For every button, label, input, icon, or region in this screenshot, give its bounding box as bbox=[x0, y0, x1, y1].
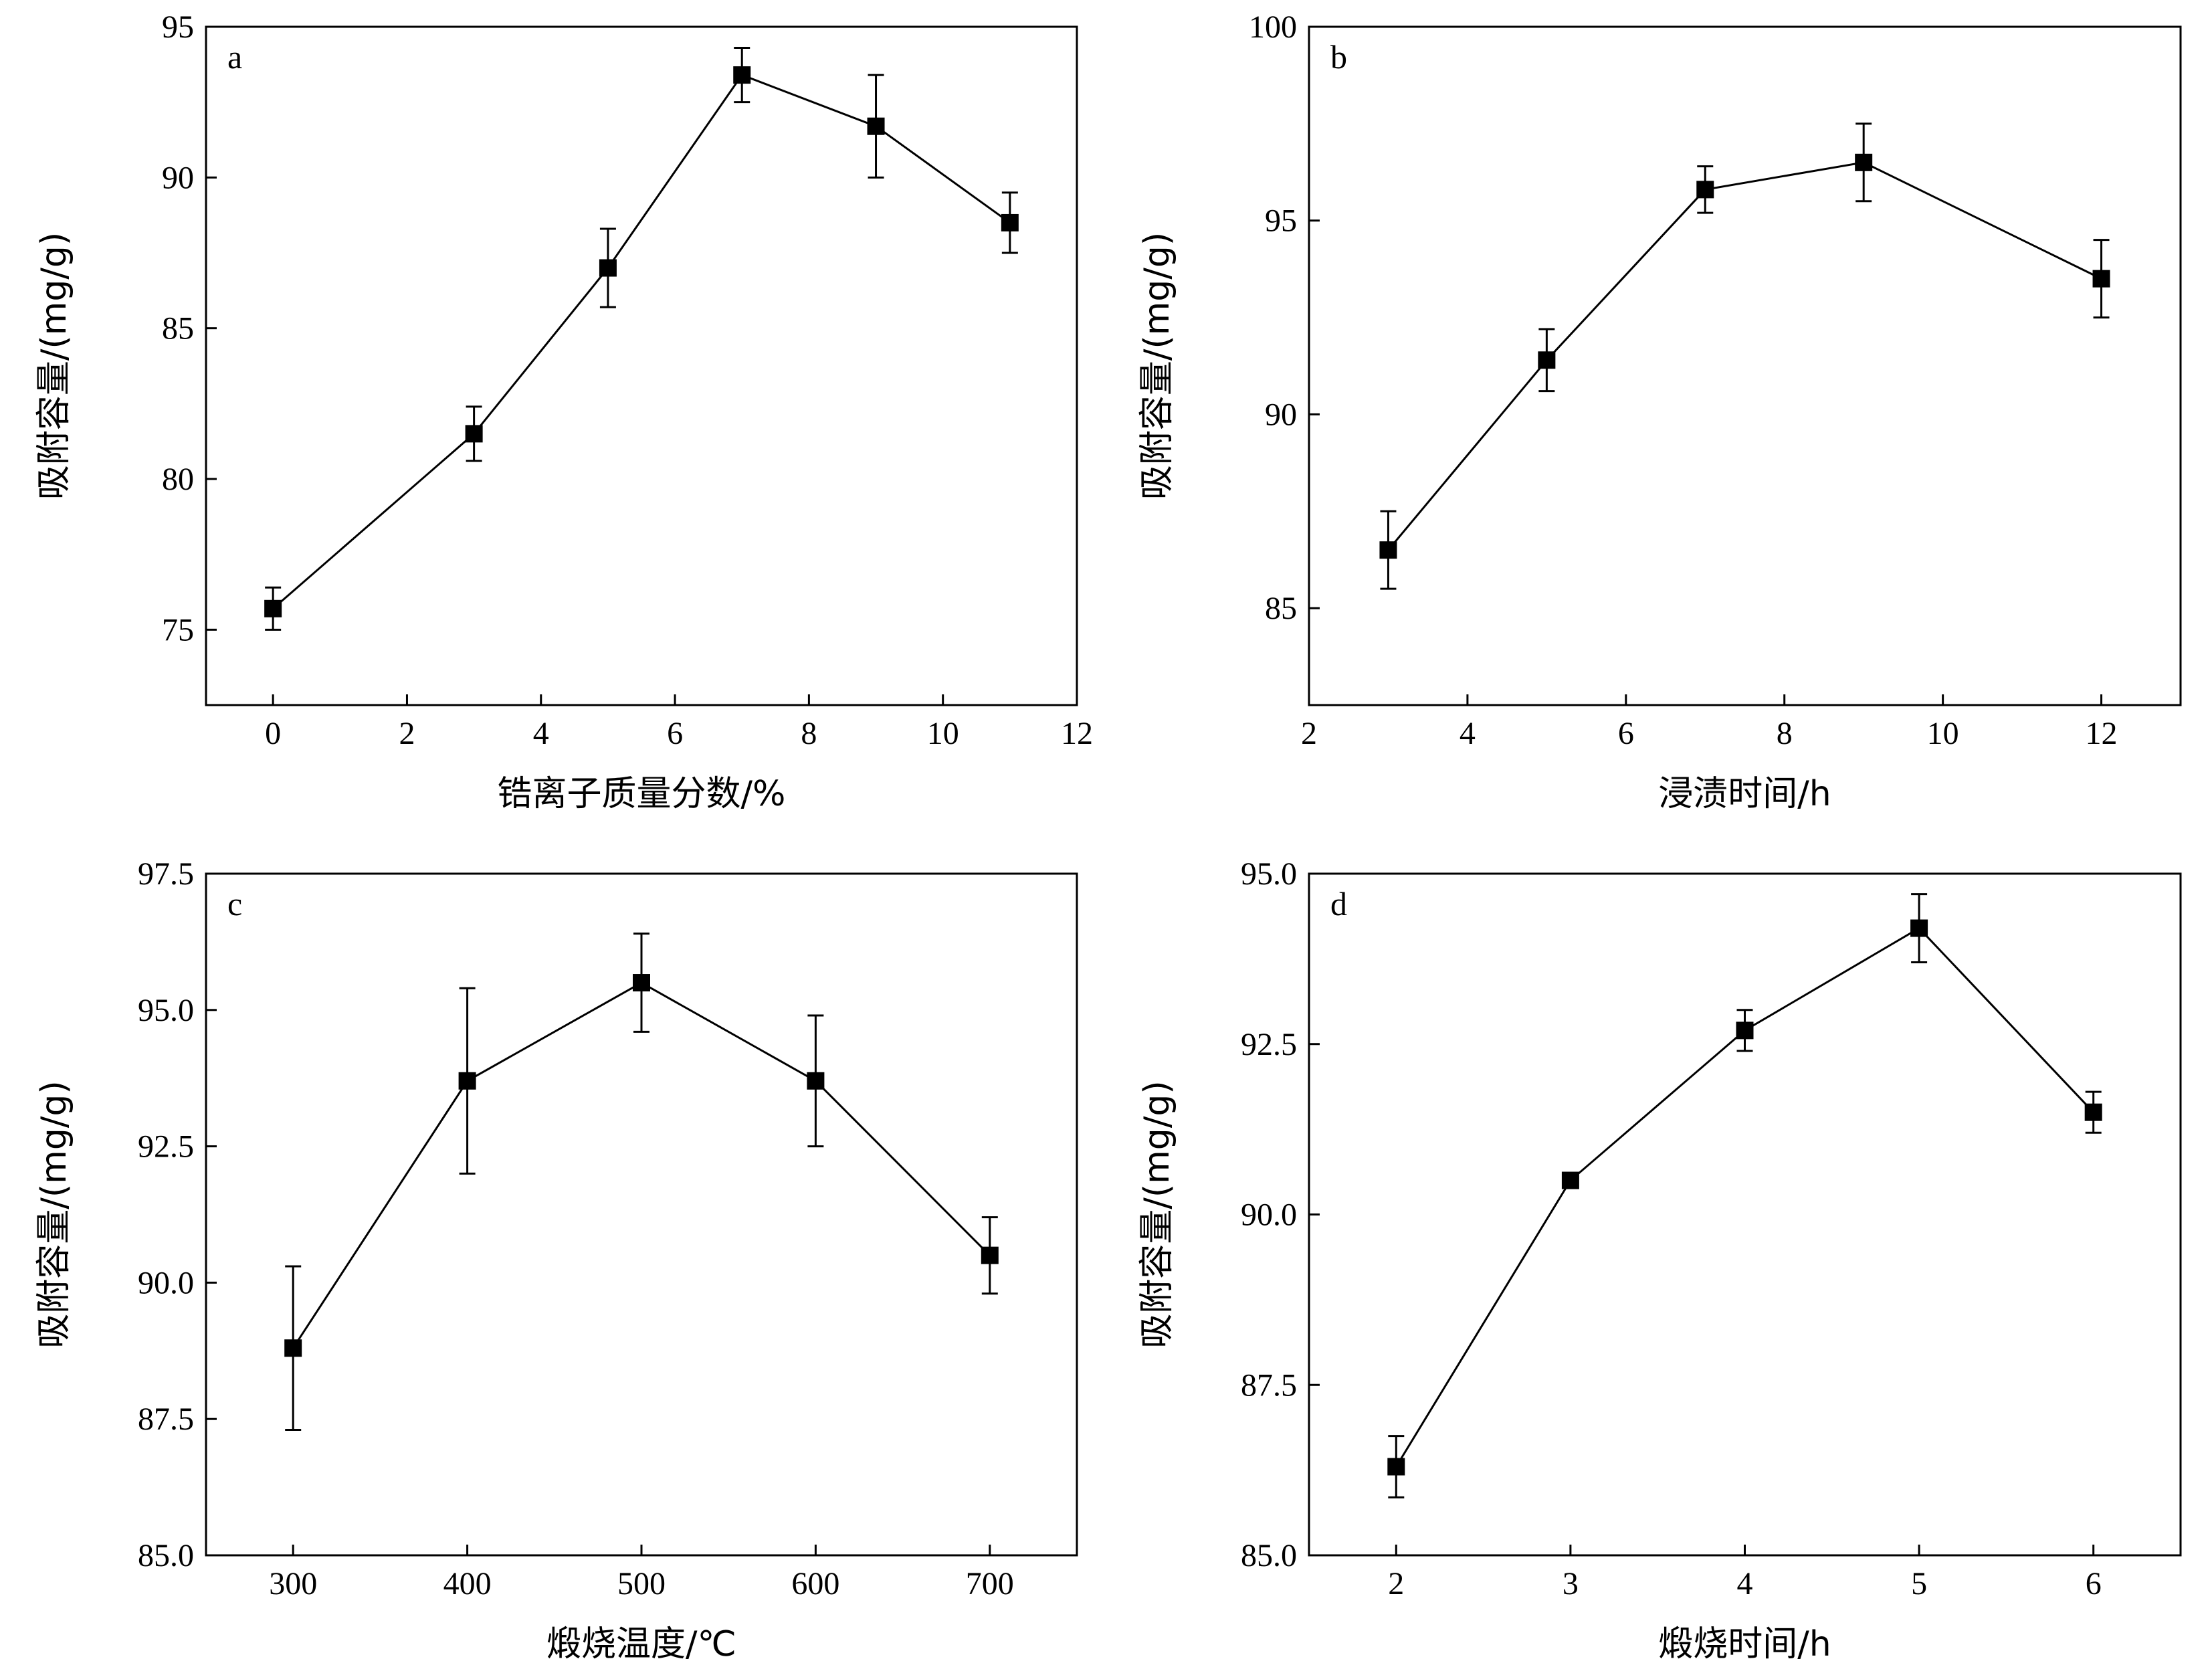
x-tick-label: 3 bbox=[1563, 1566, 1579, 1601]
data-point-marker bbox=[1696, 181, 1714, 199]
data-point-marker bbox=[458, 1072, 476, 1090]
data-point-marker bbox=[633, 974, 650, 992]
data-point-marker bbox=[2084, 1103, 2102, 1121]
data-point-marker bbox=[1379, 541, 1397, 559]
x-axis-title: 煅烧时间/h bbox=[1658, 1624, 1831, 1659]
series-line bbox=[272, 74, 1011, 609]
y-tick-label: 100 bbox=[1249, 9, 1297, 45]
x-tick-label: 12 bbox=[2086, 716, 2118, 751]
x-tick-label: 6 bbox=[2086, 1566, 2102, 1601]
y-tick-label: 90.0 bbox=[138, 1265, 194, 1300]
data-point-marker bbox=[733, 66, 751, 84]
x-tick-label: 700 bbox=[966, 1566, 1014, 1601]
x-tick-label: 2 bbox=[1301, 716, 1317, 751]
plot-frame bbox=[205, 25, 1078, 706]
y-tick-label: 85 bbox=[1265, 591, 1297, 626]
x-tick-label: 10 bbox=[1927, 716, 1959, 751]
x-tick-label: 5 bbox=[1911, 1566, 1927, 1601]
chart-panel-a: 0 2 4 6 8 10 12 75 80 85 90 95 a 锆离子质量分数/% 吸附容量/(mg/g) bbox=[34, 9, 1093, 814]
y-tick-label: 92.5 bbox=[138, 1129, 194, 1165]
data-point-marker bbox=[1561, 1171, 1579, 1189]
data-point-marker bbox=[1001, 213, 1019, 231]
x-tick-label: 4 bbox=[533, 716, 549, 751]
x-tick-label: 600 bbox=[791, 1566, 839, 1601]
y-tick-label: 87.5 bbox=[1241, 1367, 1297, 1403]
y-tick-label: 80 bbox=[162, 462, 194, 497]
data-point-marker bbox=[1910, 919, 1928, 937]
data-point-marker bbox=[1855, 153, 1873, 171]
series-line bbox=[1395, 926, 2094, 1468]
x-axis-title: 浸渍时间/h bbox=[1658, 774, 1831, 814]
y-tick-label: 85.0 bbox=[1241, 1538, 1297, 1573]
x-axis-title: 锆离子质量分数/% bbox=[498, 774, 786, 814]
x-tick-label: 10 bbox=[927, 716, 959, 751]
x-tick-label: 8 bbox=[1777, 716, 1793, 751]
panel-letter: a bbox=[227, 38, 242, 76]
data-point-marker bbox=[867, 117, 885, 135]
x-tick-label: 6 bbox=[1618, 716, 1634, 751]
y-tick-label: 95.0 bbox=[1241, 856, 1297, 892]
data-point-marker bbox=[1538, 351, 1556, 369]
y-axis-title: 吸附容量/(mg/g) bbox=[34, 232, 74, 500]
x-tick-label: 4 bbox=[1737, 1566, 1753, 1601]
data-point-marker bbox=[981, 1246, 999, 1264]
chart-panel-c: 300 400 500 600 700 85.0 87.5 90.0 92.5 95.0 97.5 c… bbox=[34, 856, 1078, 1659]
y-axis-title: 吸附容量/(mg/g) bbox=[1137, 1080, 1177, 1348]
y-tick-label: 85 bbox=[162, 311, 194, 347]
panel-letter: b bbox=[1330, 38, 1347, 76]
y-tick-label: 90 bbox=[162, 160, 194, 195]
y-axis-title: 吸附容量/(mg/g) bbox=[34, 1080, 74, 1348]
y-tick-label: 95.0 bbox=[138, 993, 194, 1028]
y-tick-label: 95 bbox=[1265, 203, 1297, 239]
x-tick-label: 4 bbox=[1460, 716, 1476, 751]
data-point-marker bbox=[465, 425, 483, 443]
x-tick-label: 300 bbox=[269, 1566, 317, 1601]
plot-frame bbox=[1308, 25, 2182, 706]
x-tick-label: 8 bbox=[801, 716, 817, 751]
data-point-marker bbox=[599, 259, 617, 277]
series-line bbox=[1387, 161, 2102, 551]
panel-letter: c bbox=[227, 885, 242, 922]
y-tick-label: 95 bbox=[162, 9, 194, 45]
x-tick-label: 12 bbox=[1061, 716, 1093, 751]
series-line bbox=[292, 981, 991, 1349]
data-point-marker bbox=[1736, 1021, 1754, 1040]
x-tick-label: 6 bbox=[667, 716, 683, 751]
y-axis-title: 吸附容量/(mg/g) bbox=[1137, 232, 1177, 500]
y-tick-label: 85.0 bbox=[138, 1538, 194, 1573]
y-tick-label: 90 bbox=[1265, 397, 1297, 432]
data-point-marker bbox=[1387, 1458, 1405, 1476]
plot-frame bbox=[1308, 872, 2182, 1557]
y-tick-label: 90.0 bbox=[1241, 1197, 1297, 1233]
data-point-marker bbox=[2092, 270, 2110, 288]
x-tick-label: 0 bbox=[265, 716, 281, 751]
chart-panel-b: 2 4 6 8 10 12 85 90 95 100 b 浸渍时间/h 吸附容量/(mg/g) bbox=[1137, 9, 2182, 814]
x-tick-label: 400 bbox=[443, 1566, 492, 1601]
y-tick-label: 75 bbox=[162, 612, 194, 648]
x-axis-title: 煅烧温度/℃ bbox=[546, 1624, 736, 1659]
y-tick-label: 87.5 bbox=[138, 1401, 194, 1437]
x-tick-label: 2 bbox=[399, 716, 415, 751]
chart-panel-d: 2 3 4 5 6 85.0 87.5 90.0 92.5 95.0 d 煅烧时间/h 吸附容量/(mg… bbox=[1137, 856, 2182, 1659]
data-point-marker bbox=[284, 1339, 302, 1357]
data-point-marker bbox=[264, 599, 282, 617]
data-point-marker bbox=[807, 1072, 825, 1090]
panel-letter: d bbox=[1330, 885, 1347, 922]
y-tick-label: 97.5 bbox=[138, 856, 194, 892]
x-tick-label: 500 bbox=[617, 1566, 666, 1601]
x-tick-label: 2 bbox=[1388, 1566, 1404, 1601]
y-tick-label: 92.5 bbox=[1241, 1027, 1297, 1062]
